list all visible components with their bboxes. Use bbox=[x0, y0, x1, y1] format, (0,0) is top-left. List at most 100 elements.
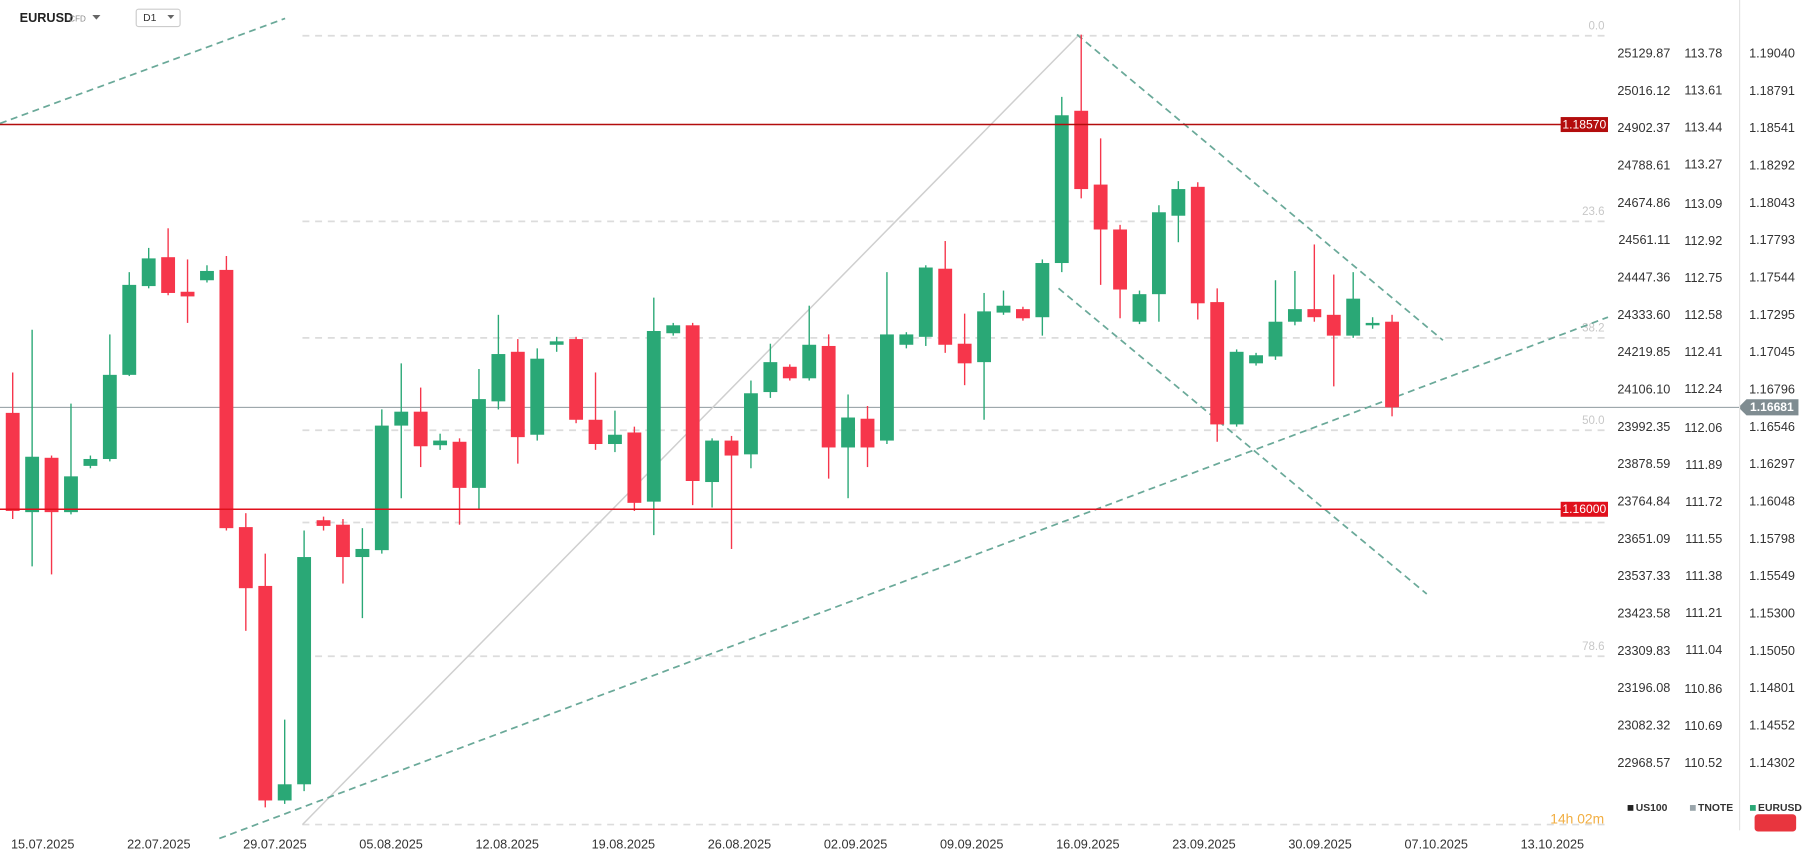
candle-body bbox=[336, 524, 350, 558]
action-button[interactable] bbox=[1754, 814, 1797, 832]
y-tick-label: 111.72 bbox=[1685, 495, 1722, 509]
x-tick-label: 23.09.2025 bbox=[1172, 838, 1236, 852]
y-tick-label: 1.15549 bbox=[1749, 569, 1795, 583]
y-tick-label: 1.18043 bbox=[1749, 196, 1795, 210]
legend-entry: EURUSD bbox=[1758, 803, 1802, 814]
candle-body bbox=[510, 351, 525, 438]
current-price-label: 1.16681 bbox=[1750, 400, 1794, 414]
candle-body bbox=[744, 393, 758, 455]
y-tick-label: 23423.58 bbox=[1617, 607, 1670, 621]
candles bbox=[5, 34, 1399, 808]
candle-body bbox=[841, 417, 856, 448]
y-tick-label: 1.14552 bbox=[1749, 718, 1795, 732]
timeframe-select[interactable] bbox=[135, 8, 181, 28]
candle-body bbox=[763, 362, 778, 393]
y-tick-label: 25129.87 bbox=[1617, 47, 1670, 61]
candle-body bbox=[627, 432, 642, 503]
candle-body bbox=[705, 440, 720, 483]
x-tick-label: 16.09.2025 bbox=[1056, 838, 1120, 852]
y-tick-label: 113.61 bbox=[1684, 84, 1722, 98]
x-tick-label: 12.08.2025 bbox=[475, 838, 539, 852]
candle-body bbox=[1093, 184, 1108, 230]
x-tick-label: 22.07.2025 bbox=[127, 838, 191, 852]
dropdown-arrow[interactable] bbox=[167, 14, 175, 20]
y-tick-label: 23082.32 bbox=[1617, 719, 1670, 733]
y-tick-label: 24219.85 bbox=[1617, 345, 1670, 359]
candle-body bbox=[569, 339, 584, 420]
symbol[interactable]: EURUSD bbox=[20, 11, 74, 25]
y-tick-label: 24902.37 bbox=[1617, 121, 1670, 135]
price-line-label: 1.16000 bbox=[1562, 502, 1606, 516]
price-line-tag bbox=[1560, 117, 1608, 133]
y-tick-label: 1.15798 bbox=[1749, 532, 1795, 546]
trend-line bbox=[1076, 33, 1444, 341]
candle-body bbox=[530, 358, 545, 435]
y-tick-label: 1.14801 bbox=[1749, 681, 1795, 695]
candle-body bbox=[821, 345, 836, 448]
candle-body bbox=[1268, 321, 1283, 357]
x-tick-label: 05.08.2025 bbox=[359, 838, 423, 852]
candle-body bbox=[1016, 309, 1030, 319]
candle-body bbox=[102, 374, 117, 459]
y-tick-label: 112.24 bbox=[1684, 382, 1722, 396]
candle-body bbox=[472, 399, 486, 488]
legend-entry: US100 bbox=[1636, 803, 1668, 814]
y-tick-label: 1.15300 bbox=[1749, 606, 1795, 620]
y-tick-label: 22968.57 bbox=[1617, 756, 1670, 770]
candle-body bbox=[64, 476, 78, 513]
candle-body bbox=[297, 557, 312, 785]
candle-timer: 14h 02m bbox=[1550, 811, 1604, 827]
candle-body bbox=[316, 520, 331, 526]
trend-line bbox=[0, 17, 286, 125]
y-tick-label: 113.44 bbox=[1684, 121, 1722, 135]
legend-swatch bbox=[1627, 805, 1634, 811]
candle-body bbox=[1132, 294, 1147, 322]
x-tick-label: 26.08.2025 bbox=[708, 838, 772, 852]
candle-body bbox=[860, 418, 875, 448]
candle-body bbox=[141, 258, 156, 287]
y-tick-label: 110.52 bbox=[1684, 756, 1722, 770]
trend-line bbox=[1057, 287, 1428, 595]
candle-body bbox=[122, 284, 137, 375]
timeframe[interactable]: D1 bbox=[143, 13, 156, 24]
candle-body bbox=[1249, 355, 1263, 364]
y-tick-label: 24674.86 bbox=[1617, 196, 1670, 210]
y-tick-label: 24447.36 bbox=[1617, 271, 1670, 285]
y-tick-label: 112.75 bbox=[1684, 271, 1722, 285]
candle-body bbox=[918, 267, 933, 337]
y-tick-label: 24333.60 bbox=[1617, 308, 1670, 322]
candle-body bbox=[1074, 110, 1089, 190]
y-tick-label: 1.16546 bbox=[1749, 420, 1795, 434]
candle-body bbox=[1385, 321, 1399, 408]
y-tick-label: 23992.35 bbox=[1617, 420, 1670, 434]
candle-body bbox=[1054, 115, 1069, 264]
candle-body bbox=[355, 548, 370, 558]
dropdown-arrow[interactable] bbox=[92, 14, 101, 20]
y-tick-label: 23651.09 bbox=[1617, 532, 1670, 546]
y-tick-label: 25016.12 bbox=[1617, 84, 1670, 98]
candle-body bbox=[938, 268, 953, 345]
candle-body bbox=[180, 291, 195, 297]
y-tick-label: 1.14302 bbox=[1749, 756, 1795, 770]
candle-body bbox=[802, 344, 817, 379]
y-tick-label: 23309.83 bbox=[1617, 644, 1670, 658]
y-tick-label: 23196.08 bbox=[1617, 681, 1670, 695]
fib-level-label: 78.6 bbox=[1582, 641, 1604, 653]
y-tick-label: 113.27 bbox=[1684, 158, 1722, 172]
candle-body bbox=[83, 458, 98, 466]
y-tick-label: 1.16796 bbox=[1749, 382, 1795, 396]
y-tick-label: 111.04 bbox=[1685, 643, 1722, 657]
y-tick-label: 23764.84 bbox=[1617, 495, 1670, 509]
price-line-label: 1.18570 bbox=[1562, 117, 1606, 131]
y-tick-label: 1.17295 bbox=[1749, 308, 1795, 322]
y-tick-label: 1.18292 bbox=[1749, 159, 1795, 173]
candle-body bbox=[724, 440, 739, 456]
price-line-tag bbox=[1560, 501, 1608, 517]
x-tick-label: 13.10.2025 bbox=[1521, 838, 1585, 852]
candle-body bbox=[1151, 212, 1166, 295]
candle-body bbox=[880, 334, 894, 441]
candle-body bbox=[238, 527, 253, 589]
candle-body bbox=[161, 257, 176, 293]
y-tick-label: 1.19040 bbox=[1749, 47, 1795, 61]
instrument-type: CFD bbox=[69, 15, 86, 24]
